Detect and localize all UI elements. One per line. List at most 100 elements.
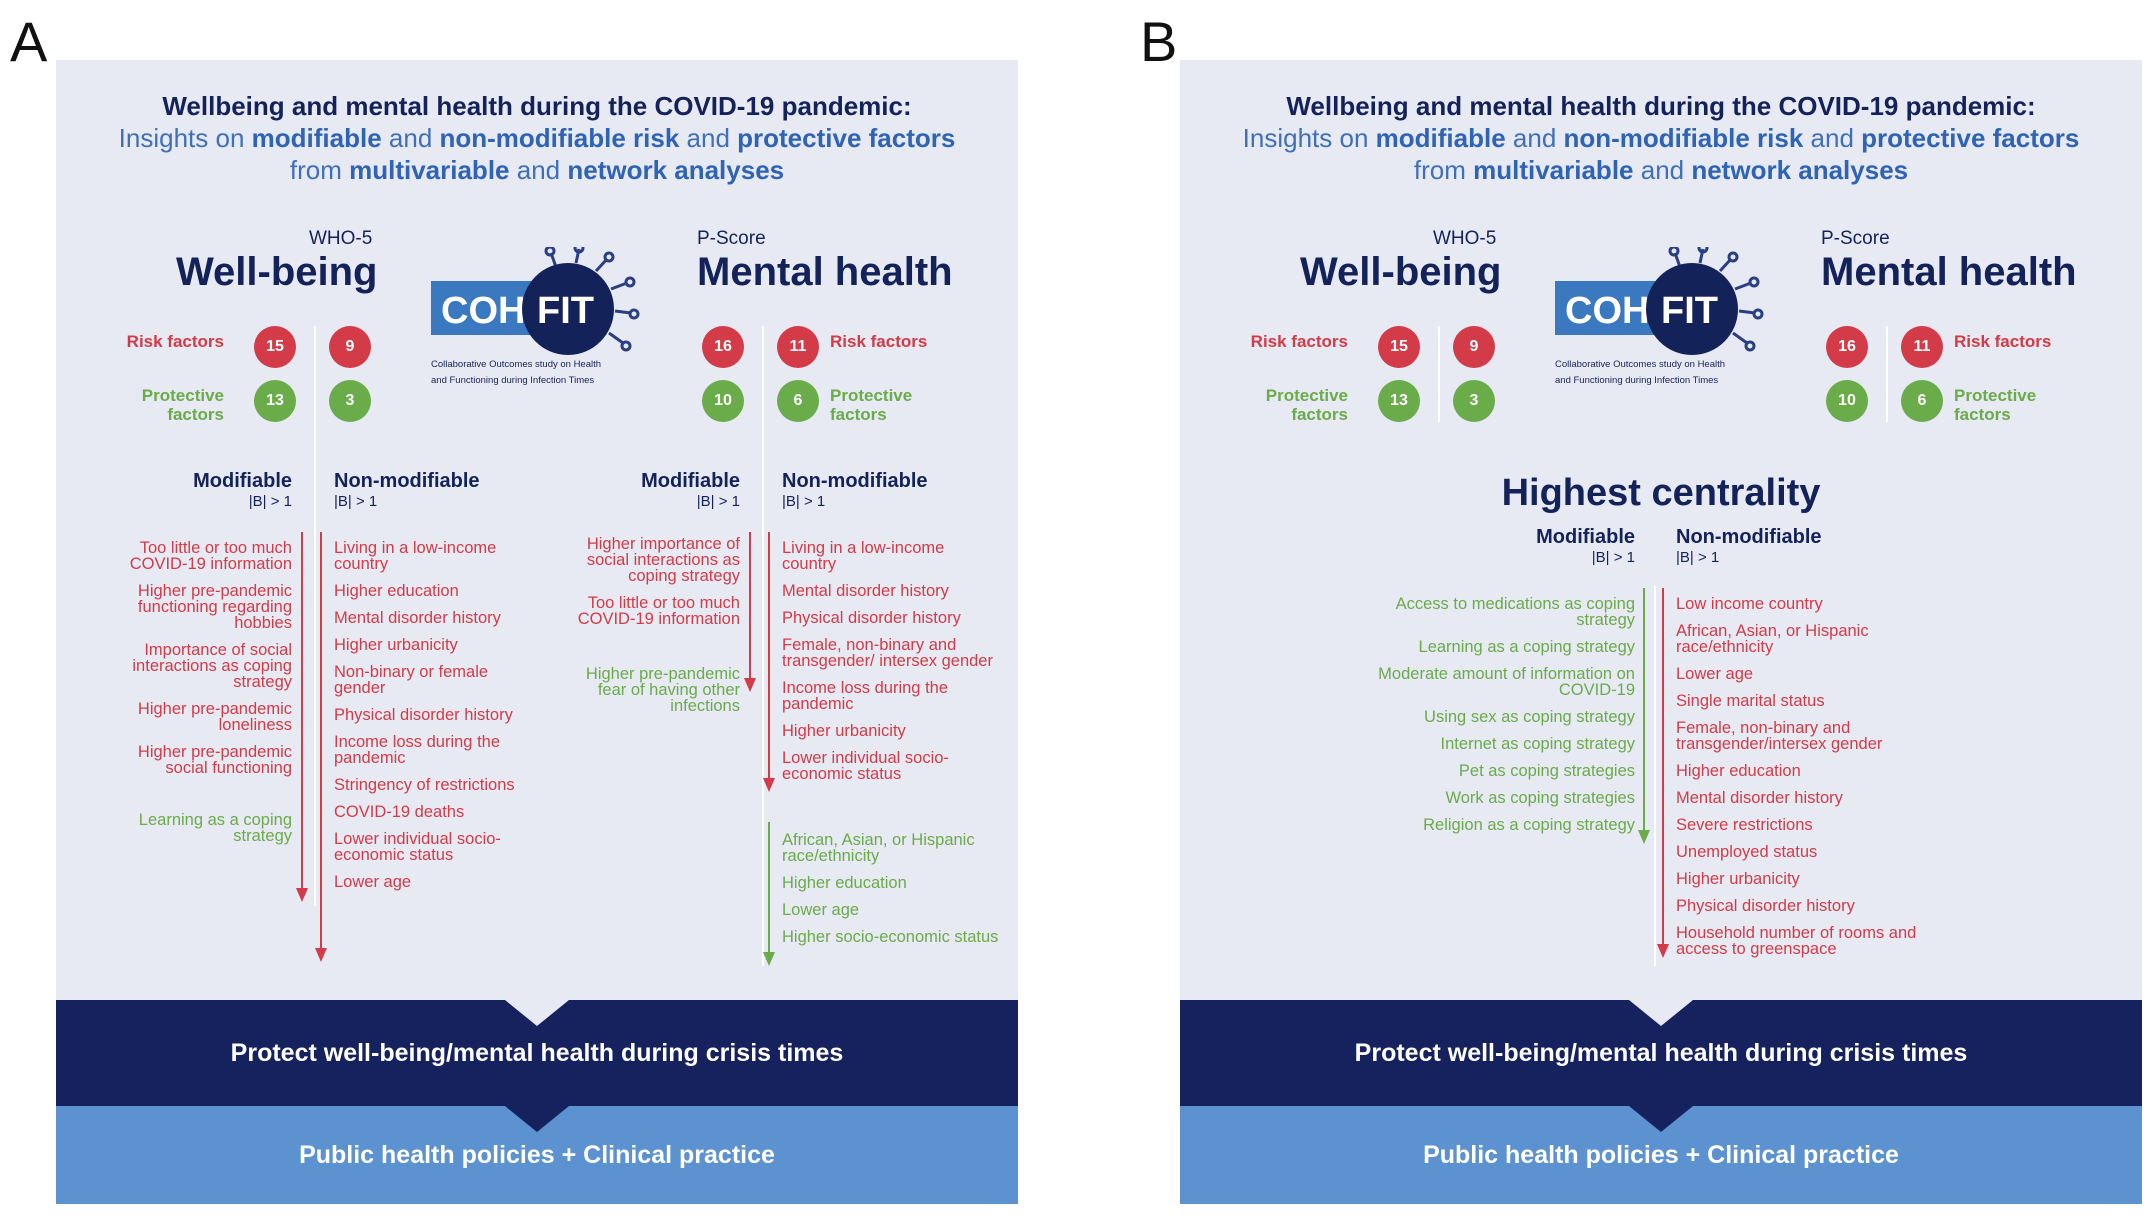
list-item: Non-binary or female gender <box>334 663 489 697</box>
wb-protective-label: Protective factors <box>141 386 224 424</box>
list-item: Lower individual socio-economic status <box>334 830 501 864</box>
wb-mod-prot-count: 13 <box>254 380 296 422</box>
wb-divider <box>314 326 316 906</box>
list-item: Income loss during the pandemic <box>334 733 501 767</box>
list-item: Lower age <box>1676 665 1754 683</box>
mh-divider <box>762 326 764 966</box>
mh-mod-prot-count: 10 <box>1826 380 1868 422</box>
list-item: Mental disorder history <box>1676 789 1843 807</box>
list-item: Higher education <box>334 582 459 600</box>
list-item: Higher urbanicity <box>782 722 906 740</box>
svg-text:and Functioning during Infecti: and Functioning during Infection Times <box>1555 375 1718 386</box>
banner-notch <box>1629 1106 1693 1132</box>
list-item: Higher pre-pandemic loneliness <box>137 700 292 734</box>
list-item: Low income country <box>1676 595 1823 613</box>
list-item: Lower individual socio-economic status <box>782 749 949 783</box>
mh-mod-prot-list: Higher pre-pandemic fear of having other… <box>554 666 740 725</box>
wb-protective-label: Protective factors <box>1265 386 1348 424</box>
heading-line-1: Wellbeing and mental health during the C… <box>162 91 912 121</box>
list-item: Severe restrictions <box>1676 816 1813 834</box>
mh-risk-label: Risk factors <box>830 332 928 351</box>
list-item: Too little or too much COVID-19 informat… <box>577 594 740 628</box>
panel-label-b: B <box>1140 10 1178 73</box>
pscore-label: P-Score <box>697 228 766 249</box>
wb-modifiable-header: Modifiable <box>193 470 292 492</box>
list-item: Religion as a coping strategy <box>1423 816 1635 834</box>
list-item: Higher urbanicity <box>334 636 458 654</box>
svg-text:COH-: COH- <box>441 290 538 332</box>
list-item: Female, non-binary and transgender/inter… <box>1676 719 1883 753</box>
wb-risk-label: Risk factors <box>1250 332 1348 351</box>
mental-health-title: Mental health <box>1821 250 2077 294</box>
wb-mod-risk-count: 15 <box>1378 326 1420 368</box>
list-item: Higher urbanicity <box>1676 870 1800 888</box>
mh-non-risk-arrow <box>763 532 775 792</box>
who5-label: WHO-5 <box>309 228 373 249</box>
modifiable-header: Modifiable <box>1536 526 1635 548</box>
list-item: Unemployed status <box>1676 843 1818 861</box>
svg-text:COH-: COH- <box>1565 290 1662 332</box>
heading-line-2: Insights on modifiable and non-modifiabl… <box>1242 123 2080 153</box>
mh-modifiable-header: Modifiable <box>641 470 740 492</box>
non-modifiable-header: Non-modifiable <box>1676 526 1822 548</box>
list-item: Female, non-binary and transgender/ inte… <box>782 636 993 670</box>
wb-mod-risk-count: 15 <box>254 326 296 368</box>
mh-non-prot-arrow <box>763 822 775 966</box>
mh-risk-label: Risk factors <box>1954 332 2052 351</box>
list-item: Higher education <box>1676 762 1801 780</box>
centrality-non-list: Low income country African, Asian, or His… <box>1676 596 1966 968</box>
list-item: Stringency of restrictions <box>334 776 515 794</box>
non-beta: |B| > 1 <box>1676 549 1720 566</box>
list-item: Importance of social interactions as cop… <box>132 641 292 691</box>
wb-mod-prot-count: 13 <box>1378 380 1420 422</box>
wb-mod-prot-list: Learning as a coping strategy <box>96 812 292 855</box>
mh-non-risk-list: Living in a low-income country Mental dis… <box>782 540 1002 793</box>
list-item: Learning as a coping strategy <box>138 811 292 845</box>
cohfit-logo: COH- FIT Collaborative Outcomes study on… <box>1555 242 1785 397</box>
wb-mod-beta: |B| > 1 <box>248 493 292 510</box>
panel-b: Wellbeing and mental health during the C… <box>1180 60 2142 1204</box>
list-item: Pet as coping strategies <box>1458 762 1635 780</box>
wb-non-prot-count: 3 <box>329 380 371 422</box>
mh-non-prot-list: African, Asian, or Hispanic race/ethnici… <box>782 832 1002 956</box>
mh-mod-risk-count: 16 <box>1826 326 1868 368</box>
panel-a: Wellbeing and mental health during the C… <box>56 60 1018 1204</box>
who5-label: WHO-5 <box>1433 228 1497 249</box>
wb-divider <box>1438 326 1440 422</box>
list-item: Household number of rooms and access to … <box>1676 924 1917 958</box>
list-item: African, Asian, or Hispanic race/ethnici… <box>1676 622 1869 656</box>
list-item: Moderate amount of information on COVID-… <box>1378 665 1635 699</box>
list-item: Mental disorder history <box>334 609 501 627</box>
wb-mod-risk-list: Too little or too much COVID-19 informat… <box>96 540 292 787</box>
list-item: COVID-19 deaths <box>334 803 465 821</box>
wellbeing-title: Well-being <box>1300 250 1502 294</box>
banner-notch <box>1629 1000 1693 1026</box>
mh-mod-risk-list: Higher importance of social interactions… <box>554 536 740 638</box>
mh-non-risk-count: 11 <box>777 326 819 368</box>
centrality-non-arrow <box>1657 588 1669 958</box>
cohfit-logo: COH- FIT Collaborative Outcomes study on… <box>431 242 661 397</box>
wb-non-risk-count: 9 <box>329 326 371 368</box>
wb-non-beta: |B| > 1 <box>334 493 378 510</box>
wb-non-modifiable-header: Non-modifiable <box>334 470 480 492</box>
list-item: Physical disorder history <box>782 609 961 627</box>
list-item: Lower age <box>334 873 412 891</box>
list-item: Higher pre-pandemic functioning regardin… <box>137 582 292 632</box>
mh-mod-risk-arrow <box>744 532 756 692</box>
mh-non-prot-count: 6 <box>777 380 819 422</box>
list-item: African, Asian, or Hispanic race/ethnici… <box>782 831 975 865</box>
panel-label-a: A <box>10 10 48 73</box>
centrality-mod-list: Access to medications as coping strategy… <box>1340 596 1635 844</box>
list-item: Learning as a coping strategy <box>1418 638 1635 656</box>
list-item: Using sex as coping strategy <box>1424 708 1635 726</box>
mental-health-title: Mental health <box>697 250 953 294</box>
mh-protective-label: Protective factors <box>830 386 913 424</box>
wb-mod-risk-arrow <box>296 532 308 902</box>
list-item: Access to medications as coping strategy <box>1395 595 1635 629</box>
list-item: Higher socio-economic status <box>782 928 999 946</box>
list-item: Higher pre-pandemic fear of having other… <box>585 665 740 715</box>
heading-line-3: from multivariable and network analyses <box>1413 155 1909 185</box>
svg-text:FIT: FIT <box>1661 290 1718 332</box>
wb-non-risk-arrow <box>315 532 327 962</box>
wellbeing-title: Well-being <box>176 250 378 294</box>
